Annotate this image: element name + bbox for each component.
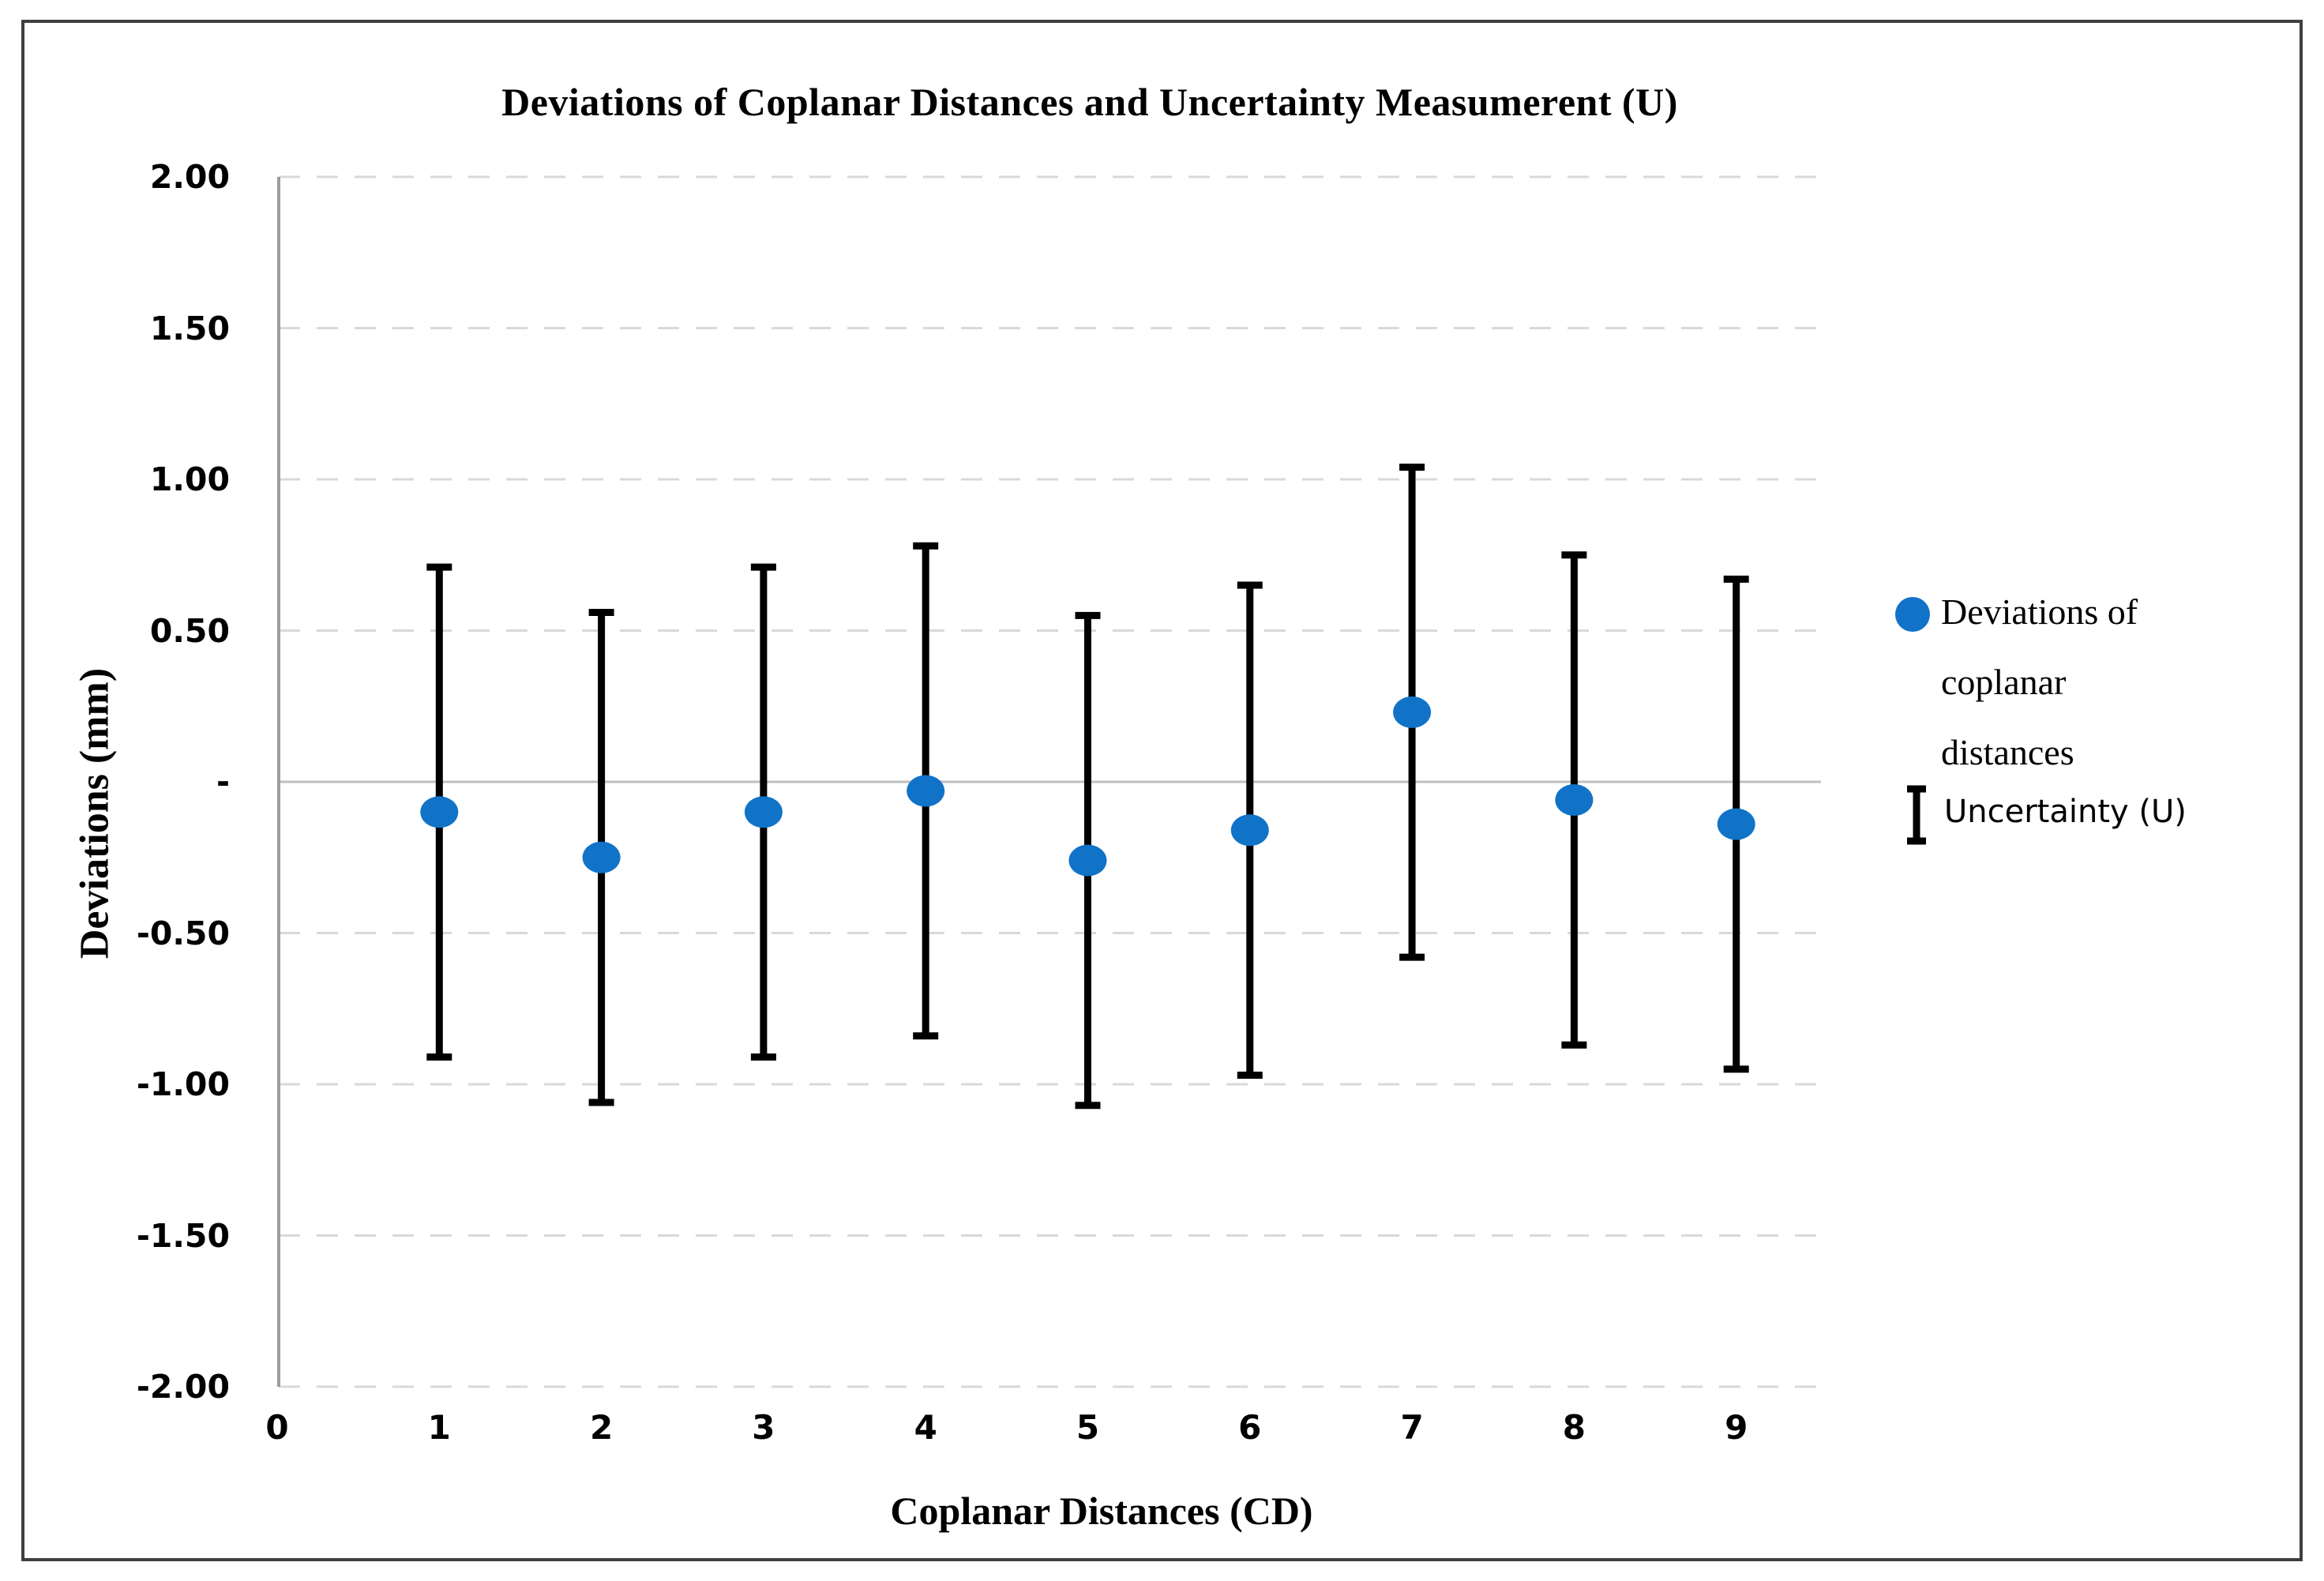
x-tick-label: 8 [1562,1408,1586,1447]
legend-item-label: Uncertainty (U) [1944,794,2187,830]
data-point-marker [1068,844,1107,877]
y-tick-label: -1.00 [136,1065,230,1103]
x-tick-label: 0 [265,1408,289,1447]
x-axis-title: Coplanar Distances (CD) [890,1489,1313,1533]
data-point-marker [1717,808,1755,840]
data-point-marker [1230,814,1269,847]
x-tick-label: 1 [427,1408,451,1447]
data-point-marker [907,775,945,807]
y-tick-label: -2.00 [136,1368,230,1406]
data-point-marker [1555,783,1594,816]
legend-item-label: Deviations of coplanar distances [1941,591,2138,772]
data-point-marker [420,796,459,828]
y-tick-label: 2.00 [149,158,230,196]
y-tick-label: -1.50 [136,1216,230,1255]
x-tick-label: 4 [914,1408,937,1447]
y-tick-label: 0.50 [149,611,230,650]
circle-icon [1895,597,1930,632]
data-point-marker [582,841,621,873]
y-axis-title: Deviations (mm) [72,667,118,959]
x-tick-label: 5 [1076,1408,1100,1447]
error-bar-icon [1907,785,1926,845]
y-tick-label: 1.00 [149,460,230,498]
y-tick-label: 1.50 [149,309,230,347]
figure-border [21,20,2303,1561]
x-tick-label: 7 [1400,1408,1424,1447]
y-tick-label: - [216,763,230,801]
data-point-marker [1393,696,1432,728]
x-tick-label: 3 [752,1408,775,1447]
y-tick-label: -0.50 [136,914,230,952]
x-tick-label: 2 [589,1408,614,1447]
chart-title: Deviations of Coplanar Distances and Unc… [501,80,1678,124]
data-point-marker [744,796,783,828]
x-tick-label: 6 [1238,1408,1262,1447]
x-tick-label: 9 [1725,1408,1748,1447]
